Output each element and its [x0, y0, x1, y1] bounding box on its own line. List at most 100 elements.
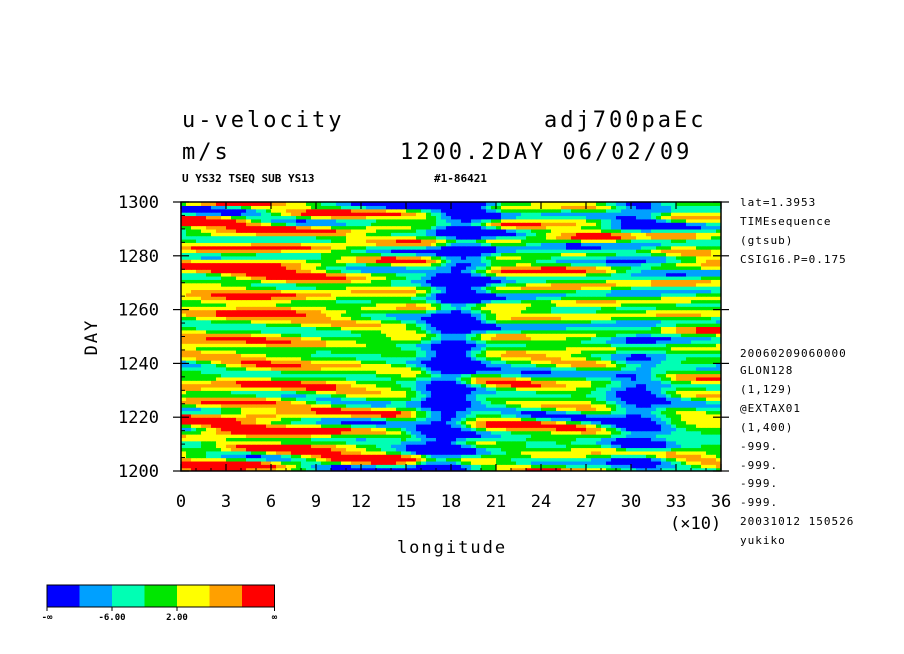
heatmap-cell — [286, 373, 292, 378]
heatmap-cell — [401, 319, 407, 324]
heatmap-cell — [716, 450, 721, 455]
heatmap-cell — [361, 353, 367, 358]
heatmap-cell — [356, 339, 362, 344]
heatmap-cell — [661, 339, 667, 344]
heatmap-cell — [531, 353, 537, 358]
heatmap-cell — [261, 366, 267, 371]
heatmap-cell — [451, 333, 457, 338]
heatmap-cell — [216, 393, 222, 398]
heatmap-cell — [216, 427, 222, 432]
heatmap-cell — [626, 427, 632, 432]
heatmap-cell — [491, 343, 497, 348]
heatmap-cell — [586, 440, 592, 445]
heatmap-cell — [596, 316, 602, 321]
heatmap-cell — [296, 386, 302, 391]
heatmap-cell — [501, 417, 507, 422]
heatmap-cell — [231, 393, 237, 398]
heatmap-cell — [201, 430, 207, 435]
heatmap-cell — [466, 417, 472, 422]
heatmap-cell — [331, 403, 337, 408]
heatmap-cell — [621, 407, 627, 412]
heatmap-cell — [441, 370, 447, 375]
heatmap-cell — [321, 360, 327, 364]
heatmap-cell — [541, 437, 547, 442]
heatmap-cell — [256, 323, 262, 328]
heatmap-cell — [391, 346, 397, 351]
heatmap-cell — [576, 403, 582, 408]
heatmap-cell — [546, 464, 552, 469]
heatmap-cell — [191, 427, 197, 432]
heatmap-cell — [581, 427, 587, 432]
heatmap-cell — [396, 430, 402, 435]
heatmap-cell — [291, 444, 297, 449]
heatmap-cell — [596, 339, 602, 344]
heatmap-cell — [531, 457, 537, 462]
heatmap-cell — [401, 363, 407, 368]
heatmap-cell — [486, 370, 492, 375]
heatmap-cell — [276, 366, 282, 371]
heatmap-cell — [446, 329, 452, 334]
heatmap-cell — [656, 346, 662, 351]
heatmap-cell — [346, 407, 352, 412]
heatmap-cell — [226, 417, 232, 422]
heatmap-cell — [581, 437, 587, 442]
heatmap-cell — [421, 467, 427, 471]
heatmap-cell — [286, 343, 292, 348]
heatmap-cell — [466, 464, 472, 469]
heatmap-cell — [251, 363, 257, 368]
heatmap-cell — [441, 360, 447, 364]
heatmap-cell — [611, 316, 617, 321]
heatmap-cell — [466, 373, 472, 378]
heatmap-cell — [456, 427, 462, 432]
heatmap-cell — [631, 467, 637, 471]
heatmap-cell — [301, 366, 307, 371]
heatmap-cell — [651, 346, 657, 351]
heatmap-cell — [591, 386, 597, 391]
heatmap-cell — [666, 333, 672, 338]
heatmap-cell — [346, 376, 352, 381]
heatmap-cell — [516, 420, 522, 425]
heatmap-cell — [616, 427, 622, 432]
heatmap-cell — [706, 434, 712, 438]
heatmap-cell — [476, 413, 482, 418]
heatmap-cell — [591, 370, 597, 375]
heatmap-cell — [581, 333, 587, 338]
heatmap-cell — [526, 316, 532, 321]
heatmap-cell — [656, 323, 662, 328]
heatmap-cell — [506, 316, 512, 321]
heatmap-cell — [706, 339, 712, 344]
heatmap-cell — [326, 366, 332, 371]
heatmap-cell — [201, 390, 207, 395]
heatmap-cell — [346, 430, 352, 435]
heatmap-cell — [311, 397, 317, 401]
heatmap-cell — [571, 380, 577, 385]
heatmap-cell — [316, 353, 322, 358]
heatmap-cell — [456, 407, 462, 412]
heatmap-cell — [496, 450, 502, 455]
heatmap-cell — [571, 390, 577, 395]
heatmap-cell — [516, 349, 522, 354]
heatmap-cell — [311, 403, 317, 408]
heatmap-cell — [311, 410, 317, 415]
heatmap-cell — [576, 360, 582, 364]
heatmap-cell — [681, 326, 687, 331]
heatmap-cell — [556, 376, 562, 381]
heatmap-cell — [306, 423, 312, 428]
heatmap-cell — [706, 336, 712, 341]
heatmap-cell — [311, 464, 317, 469]
heatmap-cell — [286, 390, 292, 395]
heatmap-cell — [546, 444, 552, 449]
heatmap-cell — [306, 417, 312, 422]
heatmap-cell — [491, 464, 497, 469]
heatmap-cell — [366, 400, 372, 405]
heatmap-cell — [341, 349, 347, 354]
heatmap-cell — [496, 349, 502, 354]
heatmap-cell — [591, 450, 597, 455]
heatmap-cell — [631, 323, 637, 328]
heatmap-cell — [681, 420, 687, 425]
heatmap-cell — [196, 420, 202, 425]
heatmap-cell — [546, 343, 552, 348]
heatmap-cell — [626, 319, 632, 324]
heatmap-cell — [431, 464, 437, 469]
heatmap-cell — [491, 323, 497, 328]
